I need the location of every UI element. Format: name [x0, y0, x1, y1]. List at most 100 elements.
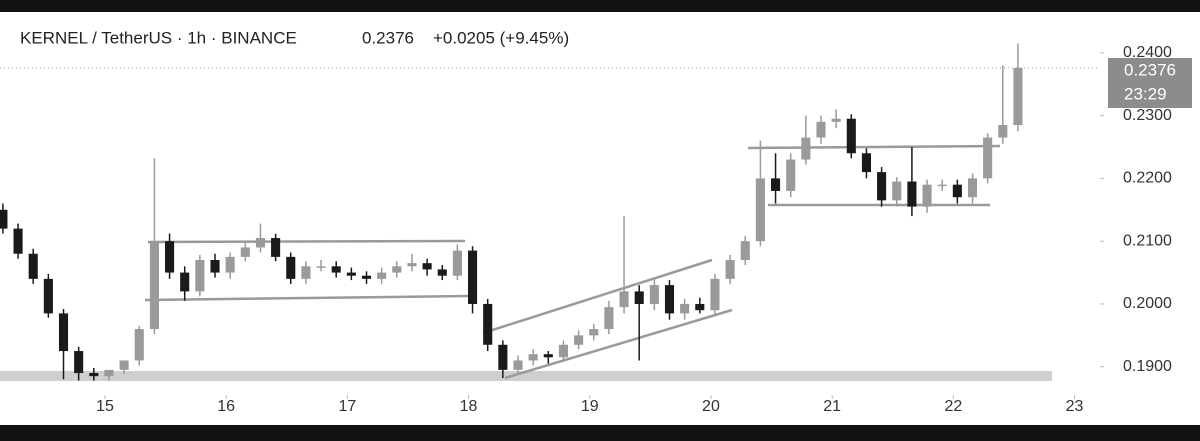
candle-body [558, 344, 568, 358]
candle-body [331, 266, 341, 273]
y-tick-label: 0.1900 [1123, 358, 1172, 375]
candle-body [695, 303, 705, 311]
candle-body [225, 256, 235, 273]
candle-body [543, 354, 553, 358]
candle-body [922, 184, 932, 207]
candle-body [604, 307, 614, 330]
x-tick-label: 17 [338, 398, 356, 415]
x-tick-label: 18 [460, 398, 478, 415]
candle-body [498, 344, 508, 370]
candle-body [801, 137, 811, 160]
x-tick-label: 23 [1066, 398, 1084, 415]
symbol-title: KERNEL / TetherUS · 1h · BINANCE [20, 28, 297, 47]
price-tag-countdown: 23:29 [1124, 84, 1167, 103]
candle-body [983, 137, 993, 179]
channel-bottom-line [504, 308, 733, 380]
y-tick-label: 0.2300 [1123, 107, 1172, 124]
candle-body [468, 250, 478, 304]
range-top-line [147, 239, 466, 244]
candle-body [74, 351, 84, 374]
candle-body [634, 291, 644, 304]
x-tick-label: 20 [702, 398, 720, 415]
candle-body [286, 256, 296, 279]
candle-body [165, 241, 175, 273]
candle-body [134, 329, 144, 361]
candle-body [649, 285, 659, 304]
y-tick-label: 0.2200 [1123, 170, 1172, 187]
candle-body [377, 272, 387, 279]
last-price: 0.2376 [362, 28, 414, 47]
x-tick-label: 21 [823, 398, 841, 415]
candle-body [513, 360, 523, 370]
candle-body [755, 178, 765, 242]
candle-body [483, 303, 493, 345]
candle-body [180, 272, 190, 292]
candle-body [149, 241, 159, 330]
candle-body [725, 260, 735, 279]
candle-body [437, 269, 447, 276]
candle-body [952, 184, 962, 198]
x-tick-label: 16 [217, 398, 235, 415]
candle-body [452, 250, 462, 276]
candle-body [664, 285, 675, 314]
candle-body [119, 360, 129, 370]
candle-body [528, 354, 538, 361]
candle-body [589, 329, 599, 336]
candle-body [13, 228, 23, 254]
candle-body [89, 373, 99, 377]
candle-body [43, 278, 53, 314]
candle-body [301, 266, 311, 279]
x-tick-label: 22 [944, 398, 962, 415]
y-tick-label: 0.2400 [1123, 44, 1172, 61]
candle-body [104, 369, 114, 377]
x-tick-label: 19 [581, 398, 599, 415]
price-change: +0.0205 (+9.45%) [433, 28, 569, 47]
drawings [144, 144, 1001, 380]
candle-body [937, 184, 947, 187]
candle-body [771, 178, 781, 191]
candle-body [861, 153, 871, 173]
candle-body [740, 241, 750, 261]
candle-body [422, 263, 432, 270]
candle-body [255, 238, 266, 248]
chart-background [0, 12, 1200, 425]
candle-body [710, 278, 720, 311]
candle-body [786, 159, 796, 191]
range-top-line [747, 144, 1001, 150]
candle-body [346, 272, 356, 276]
price-tag-value: 0.2376 [1124, 60, 1176, 79]
candle-body [271, 238, 281, 257]
candle-body [831, 118, 841, 122]
candle-body [0, 209, 8, 229]
candle-body [967, 178, 978, 198]
candle-body [574, 335, 584, 345]
candle-body [195, 260, 205, 292]
channel-top-line [482, 258, 713, 335]
y-tick-label: 0.2100 [1123, 232, 1172, 249]
candle-body [892, 181, 902, 201]
candle-body [28, 253, 38, 279]
range-bottom-line [144, 294, 469, 302]
candle-body [58, 313, 69, 352]
x-tick-label: 15 [96, 398, 114, 415]
y-tick-label: 0.2000 [1123, 295, 1172, 312]
candle-body [316, 266, 326, 268]
candle-body [407, 263, 417, 267]
support-zone [0, 371, 1052, 381]
candle-body [240, 247, 250, 257]
candle-body [877, 172, 887, 201]
candle-body [846, 118, 856, 154]
candle-body [210, 260, 220, 273]
candle-body [392, 266, 402, 273]
candle-body [1013, 67, 1023, 126]
candle-body [816, 121, 826, 138]
candle-body [680, 303, 690, 314]
price-tag [1108, 58, 1192, 108]
candle-body [619, 291, 629, 308]
candle-body [998, 125, 1008, 138]
candle-body [361, 275, 372, 279]
plot-area [0, 43, 1100, 381]
candle-body [907, 181, 917, 207]
